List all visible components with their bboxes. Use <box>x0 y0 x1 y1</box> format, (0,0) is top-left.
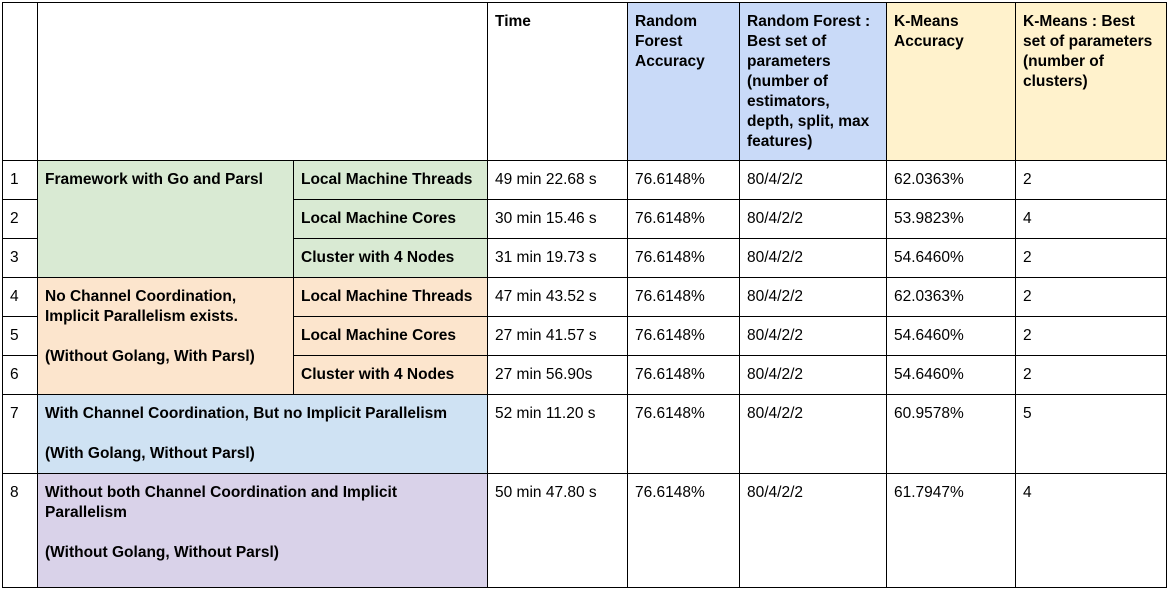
km-params-cell: 2 <box>1015 277 1167 317</box>
rf-accuracy-cell: 76.6148% <box>627 238 740 278</box>
km-accuracy-cell: 54.6460% <box>886 316 1016 356</box>
group-no-channel: No Channel Coordination, Implicit Parall… <box>37 277 294 395</box>
setup-cell: Local Machine Threads <box>293 160 488 200</box>
table-row: 7 With Channel Coordination, But no Impl… <box>2 394 1167 474</box>
table-row: 4 No Channel Coordination, Implicit Para… <box>2 277 1167 395</box>
km-params-cell: 4 <box>1015 473 1167 588</box>
time-cell: 50 min 47.80 s <box>487 473 628 588</box>
rf-params-cell: 80/4/2/2 <box>739 316 887 356</box>
km-params-cell: 4 <box>1015 199 1167 239</box>
rf-accuracy-cell: 76.6148% <box>627 394 740 474</box>
group-with-channel-title: With Channel Coordination, But no Implic… <box>45 405 448 422</box>
group-no-channel-subtitle: (Without Golang, With Parsl) <box>45 348 255 365</box>
km-params-cell: 2 <box>1015 355 1167 395</box>
row-number: 7 <box>2 394 38 474</box>
row-number: 8 <box>2 473 38 588</box>
header-time: Time <box>487 2 628 161</box>
header-km-params: K-Means : Best set of parameters (number… <box>1015 2 1167 161</box>
rf-accuracy-cell: 76.6148% <box>627 277 740 317</box>
rf-params-cell: 80/4/2/2 <box>739 160 887 200</box>
km-accuracy-cell: 54.6460% <box>886 238 1016 278</box>
km-params-cell: 2 <box>1015 316 1167 356</box>
setup-cell: Local Machine Threads <box>293 277 488 317</box>
group-with-channel-subtitle: (With Golang, Without Parsl) <box>45 445 255 462</box>
row-number: 4 <box>2 277 38 317</box>
rf-params-cell: 80/4/2/2 <box>739 238 887 278</box>
row-number: 5 <box>2 316 38 356</box>
time-cell: 49 min 22.68 s <box>487 160 628 200</box>
km-params-cell: 2 <box>1015 238 1167 278</box>
setup-cell: Cluster with 4 Nodes <box>293 355 488 395</box>
header-row: Time Random Forest Accuracy Random Fores… <box>2 2 1167 161</box>
time-cell: 27 min 56.90s <box>487 355 628 395</box>
km-accuracy-cell: 62.0363% <box>886 277 1016 317</box>
header-rf-accuracy: Random Forest Accuracy <box>627 2 740 161</box>
group-go-parsl: Framework with Go and Parsl <box>37 160 294 278</box>
km-accuracy-cell: 62.0363% <box>886 160 1016 200</box>
rf-params-cell: 80/4/2/2 <box>739 199 887 239</box>
group-without-both-title: Without both Channel Coordination and Im… <box>45 484 398 521</box>
row-number: 2 <box>2 199 38 239</box>
table-row: 6 Cluster with 4 Nodes 27 min 56.90s 76.… <box>2 355 1167 395</box>
setup-cell: Cluster with 4 Nodes <box>293 238 488 278</box>
rf-accuracy-cell: 76.6148% <box>627 355 740 395</box>
table-row: 8 Without both Channel Coordination and … <box>2 473 1167 588</box>
setup-cell: Local Machine Cores <box>293 316 488 356</box>
rf-accuracy-cell: 76.6148% <box>627 473 740 588</box>
rf-accuracy-cell: 76.6148% <box>627 316 740 356</box>
group-no-channel-title: No Channel Coordination, Implicit Parall… <box>45 288 238 325</box>
row-number: 1 <box>2 160 38 200</box>
km-accuracy-cell: 53.9823% <box>886 199 1016 239</box>
rf-params-cell: 80/4/2/2 <box>739 277 887 317</box>
time-cell: 31 min 19.73 s <box>487 238 628 278</box>
row-number: 6 <box>2 355 38 395</box>
group-without-both-subtitle: (Without Golang, Without Parsl) <box>45 544 279 561</box>
rf-params-cell: 80/4/2/2 <box>739 473 887 588</box>
header-num-cell <box>2 2 38 161</box>
table-row: 1 Framework with Go and Parsl Local Mach… <box>2 160 1167 278</box>
rf-accuracy-cell: 76.6148% <box>627 199 740 239</box>
rf-params-cell: 80/4/2/2 <box>739 394 887 474</box>
time-cell: 27 min 41.57 s <box>487 316 628 356</box>
km-accuracy-cell: 61.7947% <box>886 473 1016 588</box>
rf-params-cell: 80/4/2/2 <box>739 355 887 395</box>
km-accuracy-cell: 54.6460% <box>886 355 1016 395</box>
rf-accuracy-cell: 76.6148% <box>627 160 740 200</box>
table-row: 3 Cluster with 4 Nodes 31 min 19.73 s 76… <box>2 238 1167 278</box>
km-params-cell: 2 <box>1015 160 1167 200</box>
setup-cell: Local Machine Cores <box>293 199 488 239</box>
header-rf-params: Random Forest : Best set of parameters (… <box>739 2 887 161</box>
group-without-both: Without both Channel Coordination and Im… <box>37 473 488 588</box>
km-params-cell: 5 <box>1015 394 1167 474</box>
row-number: 3 <box>2 238 38 278</box>
header-km-accuracy: K-Means Accuracy <box>886 2 1016 161</box>
group-with-channel: With Channel Coordination, But no Implic… <box>37 394 488 474</box>
time-cell: 52 min 11.20 s <box>487 394 628 474</box>
km-accuracy-cell: 60.9578% <box>886 394 1016 474</box>
time-cell: 47 min 43.52 s <box>487 277 628 317</box>
table-row: 2 Local Machine Cores 30 min 15.46 s 76.… <box>2 199 1167 239</box>
header-config-cell <box>37 2 488 161</box>
time-cell: 30 min 15.46 s <box>487 199 628 239</box>
